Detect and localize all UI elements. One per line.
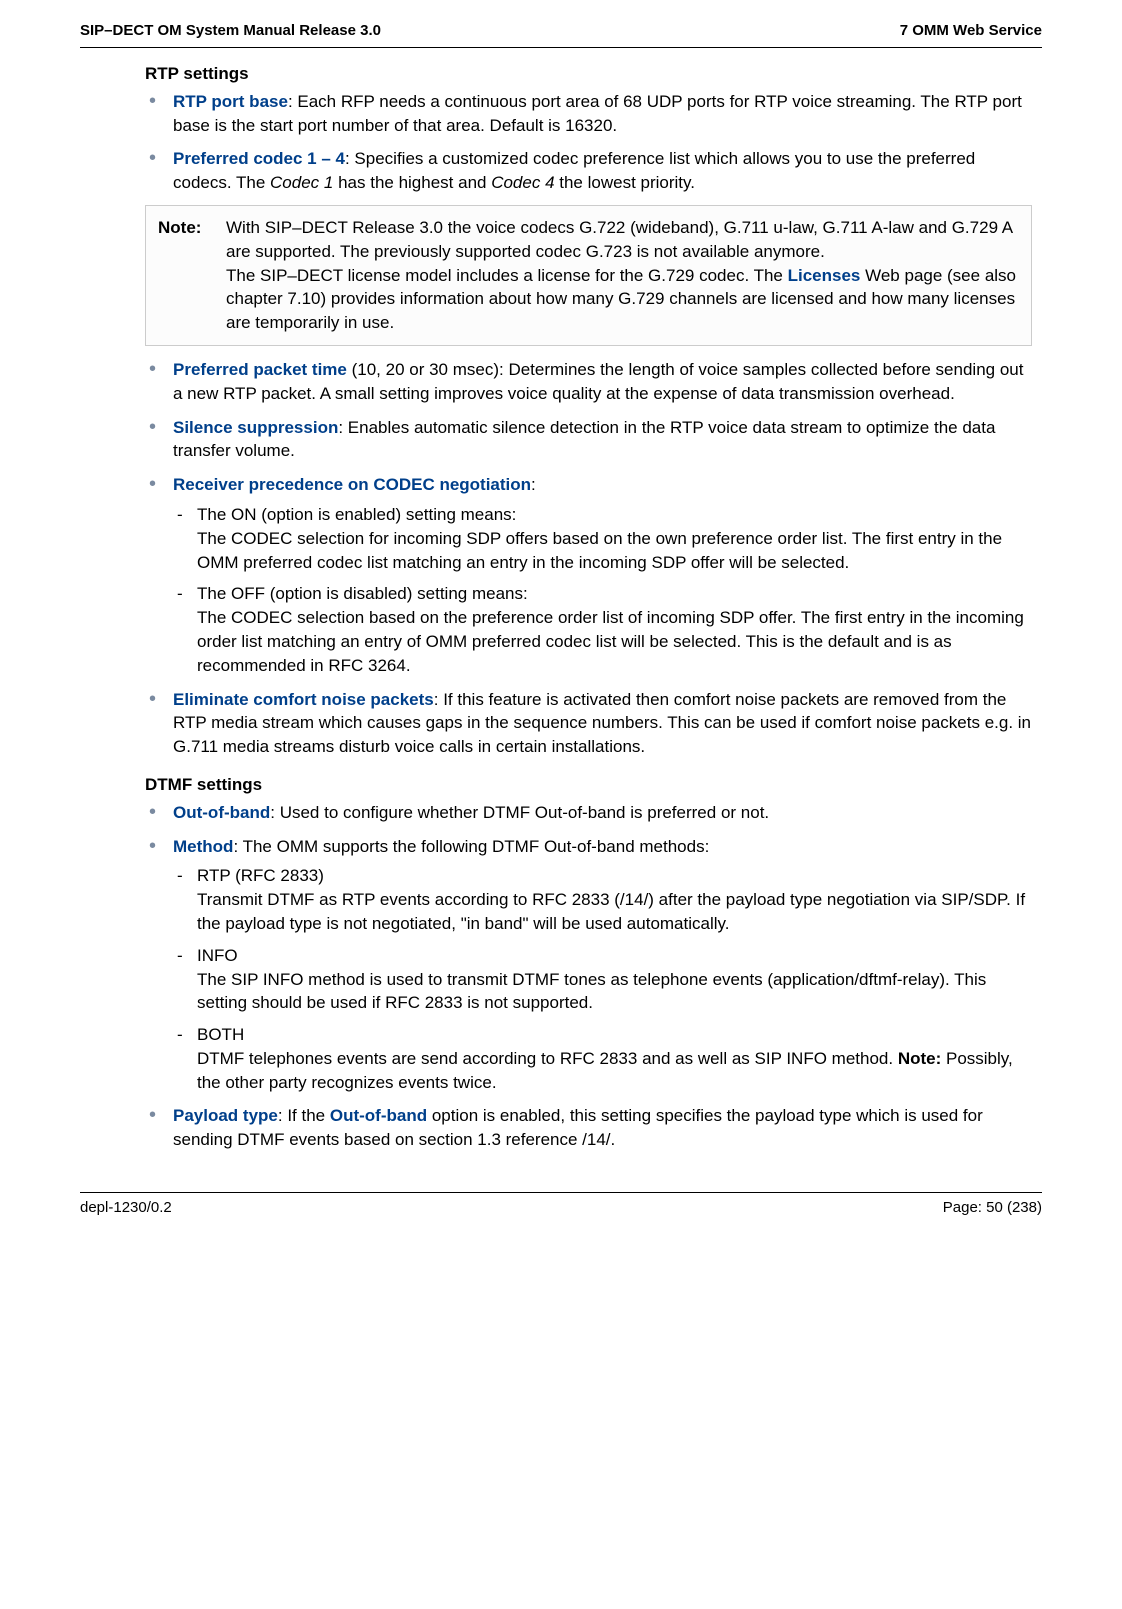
receiver-on-head: The ON (option is enabled) setting means… xyxy=(197,505,516,524)
method-text: : The OMM supports the following DTMF Ou… xyxy=(233,837,709,856)
method-both-head: BOTH xyxy=(197,1025,244,1044)
page-header: SIP–DECT OM System Manual Release 3.0 7 … xyxy=(80,20,1042,45)
header-left: SIP–DECT OM System Manual Release 3.0 xyxy=(80,20,381,41)
note-label: Note: xyxy=(158,216,226,335)
page-footer: depl-1230/0.2 Page: 50 (238) xyxy=(80,1197,1042,1228)
payload-before: : If the xyxy=(278,1106,330,1125)
note-box: Note: With SIP–DECT Release 3.0 the voic… xyxy=(145,205,1032,346)
licenses-link[interactable]: Licenses xyxy=(788,266,861,285)
method-sublist: RTP (RFC 2833) Transmit DTMF as RTP even… xyxy=(173,864,1032,1094)
note-p1: With SIP–DECT Release 3.0 the voice code… xyxy=(226,218,1012,261)
list-item: Eliminate comfort noise packets: If this… xyxy=(145,688,1032,759)
main-content: RTP settings RTP port base: Each RFP nee… xyxy=(145,62,1032,1152)
rtp-port-base-term: RTP port base xyxy=(173,92,288,111)
sublist-item: The OFF (option is disabled) setting mea… xyxy=(173,582,1032,677)
method-info-head: INFO xyxy=(197,946,238,965)
note-p2-before: The SIP–DECT license model includes a li… xyxy=(226,266,788,285)
list-item: Payload type: If the Out-of-band option … xyxy=(145,1104,1032,1152)
codec-text-mid: has the highest and xyxy=(333,173,491,192)
preferred-codec-term: Preferred codec 1 – 4 xyxy=(173,149,345,168)
rtp-port-base-text: : Each RFP needs a continuous port area … xyxy=(173,92,1022,135)
payload-oob-link[interactable]: Out-of-band xyxy=(330,1106,427,1125)
list-item: Method: The OMM supports the following D… xyxy=(145,835,1032,1095)
list-item: Preferred packet time (10, 20 or 30 msec… xyxy=(145,358,1032,406)
oob-term: Out-of-band xyxy=(173,803,270,822)
method-info-body: The SIP INFO method is used to transmit … xyxy=(197,970,986,1013)
oob-text: : Used to configure whether DTMF Out-of-… xyxy=(270,803,769,822)
receiver-off-body: The CODEC selection based on the prefere… xyxy=(197,608,1024,675)
note-body: With SIP–DECT Release 3.0 the voice code… xyxy=(226,216,1019,335)
list-item: Out-of-band: Used to configure whether D… xyxy=(145,801,1032,825)
list-item: Silence suppression: Enables automatic s… xyxy=(145,416,1032,464)
codec-text-after: the lowest priority. xyxy=(555,173,695,192)
method-both-before: DTMF telephones events are send accordin… xyxy=(197,1049,898,1068)
rtp-list-2: Preferred packet time (10, 20 or 30 msec… xyxy=(145,358,1032,759)
dtmf-list: Out-of-band: Used to configure whether D… xyxy=(145,801,1032,1152)
footer-rule xyxy=(80,1192,1042,1193)
list-item: RTP port base: Each RFP needs a continuo… xyxy=(145,90,1032,138)
eliminate-term: Eliminate comfort noise packets xyxy=(173,690,434,709)
codec1-italic: Codec 1 xyxy=(270,173,333,192)
list-item: Receiver precedence on CODEC negotiation… xyxy=(145,473,1032,677)
receiver-on-body: The CODEC selection for incoming SDP off… xyxy=(197,529,1002,572)
receiver-term: Receiver precedence on CODEC negotiation xyxy=(173,475,531,494)
codec4-italic: Codec 4 xyxy=(491,173,554,192)
rtp-list: RTP port base: Each RFP needs a continuo… xyxy=(145,90,1032,195)
method-term: Method xyxy=(173,837,233,856)
sublist-item: INFO The SIP INFO method is used to tran… xyxy=(173,944,1032,1015)
sublist-item: RTP (RFC 2833) Transmit DTMF as RTP even… xyxy=(173,864,1032,935)
payload-term: Payload type xyxy=(173,1106,278,1125)
sublist-item: BOTH DTMF telephones events are send acc… xyxy=(173,1023,1032,1094)
method-rtp-body: Transmit DTMF as RTP events according to… xyxy=(197,890,1025,933)
method-both-note-label: Note: xyxy=(898,1049,941,1068)
footer-left: depl-1230/0.2 xyxy=(80,1197,172,1218)
packet-time-term: Preferred packet time xyxy=(173,360,347,379)
header-right: 7 OMM Web Service xyxy=(900,20,1042,41)
receiver-sublist: The ON (option is enabled) setting means… xyxy=(173,503,1032,678)
dtmf-heading: DTMF settings xyxy=(145,773,1032,797)
header-rule xyxy=(80,47,1042,48)
receiver-off-head: The OFF (option is disabled) setting mea… xyxy=(197,584,528,603)
sublist-item: The ON (option is enabled) setting means… xyxy=(173,503,1032,574)
rtp-heading: RTP settings xyxy=(145,62,1032,86)
silence-term: Silence suppression xyxy=(173,418,338,437)
receiver-colon: : xyxy=(531,475,536,494)
method-rtp-head: RTP (RFC 2833) xyxy=(197,866,324,885)
footer-right: Page: 50 (238) xyxy=(943,1197,1042,1218)
list-item: Preferred codec 1 – 4: Specifies a custo… xyxy=(145,147,1032,195)
